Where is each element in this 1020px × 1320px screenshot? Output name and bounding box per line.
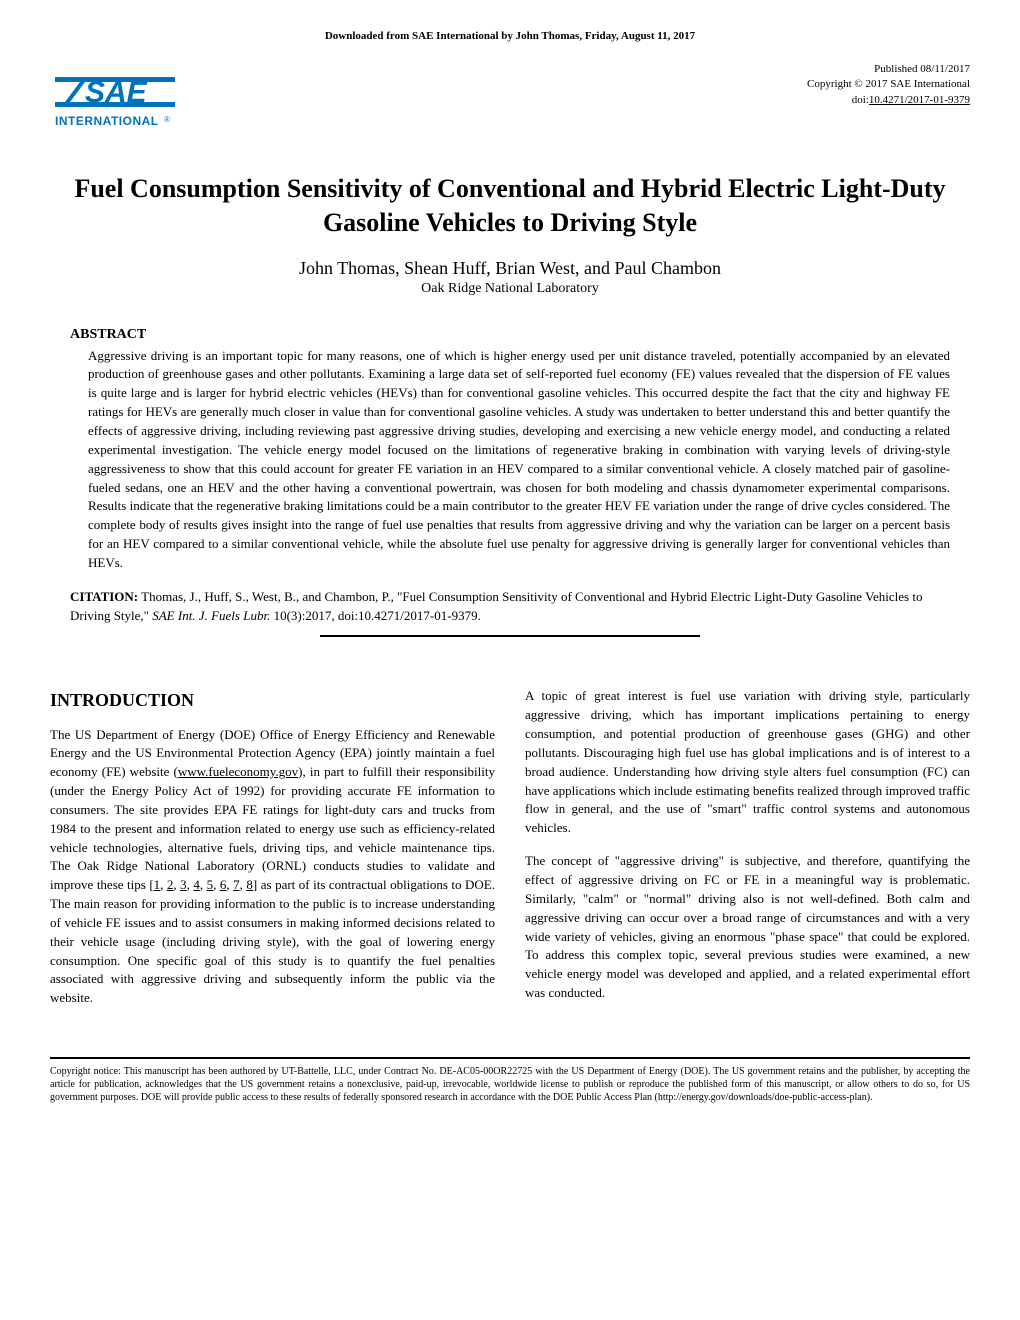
citation-text-after: 10(3):2017, doi:10.4271/2017-01-9379. [270,608,481,623]
right-paragraph-2: The concept of "aggressive driving" is s… [525,852,970,1003]
ref-link-6[interactable]: 6 [220,877,227,892]
sae-logo: SAE INTERNATIONAL ® [50,62,180,147]
footer-divider [50,1057,970,1059]
main-content: INTRODUCTION The US Department of Energy… [50,687,970,1022]
svg-text:®: ® [164,115,170,124]
introduction-heading: INTRODUCTION [50,687,495,713]
ref-link-1[interactable]: 1 [154,877,161,892]
copyright-notice: Copyright notice: This manuscript has be… [50,1065,970,1104]
published-date: Published 08/11/2017 [807,62,970,77]
svg-text:SAE: SAE [85,76,148,109]
download-header: Downloaded from SAE International by Joh… [50,30,970,42]
copyright-line: Copyright © 2017 SAE International [807,77,970,92]
citation-label: CITATION: [70,589,138,604]
citation-block: CITATION: Thomas, J., Huff, S., West, B.… [70,588,950,626]
ref-link-2[interactable]: 2 [167,877,174,892]
abstract-text: Aggressive driving is an important topic… [88,347,950,573]
abstract-heading: ABSTRACT [70,327,950,343]
reference-links: 1, 2, 3, 4, 5, 6, 7, 8 [154,877,253,892]
left-column: INTRODUCTION The US Department of Energy… [50,687,495,1022]
paper-title: Fuel Consumption Sensitivity of Conventi… [50,172,970,240]
sae-logo-svg: SAE INTERNATIONAL ® [50,62,180,142]
ref-link-7[interactable]: 7 [233,877,240,892]
citation-journal: SAE Int. J. Fuels Lubr. [152,608,270,623]
abstract-section: ABSTRACT Aggressive driving is an import… [70,327,950,573]
section-divider [320,635,700,637]
right-column: A topic of great interest is fuel use va… [525,687,970,1022]
fueleconomy-link[interactable]: www.fueleconomy.gov [178,764,298,779]
ref-link-4[interactable]: 4 [193,877,200,892]
affiliation: Oak Ridge National Laboratory [50,281,970,297]
ref-link-3[interactable]: 3 [180,877,187,892]
right-paragraph-1: A topic of great interest is fuel use va… [525,687,970,838]
publication-info: Published 08/11/2017 Copyright © 2017 SA… [807,62,970,108]
svg-text:INTERNATIONAL: INTERNATIONAL [55,114,159,128]
top-section: SAE INTERNATIONAL ® Published 08/11/2017… [50,62,970,147]
intro-paragraph-1: The US Department of Energy (DOE) Office… [50,726,495,1009]
doi-link[interactable]: 10.4271/2017-01-9379 [869,94,970,106]
ref-link-5[interactable]: 5 [207,877,214,892]
doi-line: doi:10.4271/2017-01-9379 [807,93,970,108]
authors: John Thomas, Shean Huff, Brian West, and… [50,258,970,279]
